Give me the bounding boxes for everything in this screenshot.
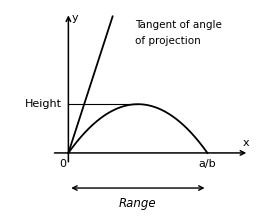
Text: a/b: a/b: [199, 159, 216, 169]
Text: x: x: [243, 138, 250, 148]
Text: of projection: of projection: [135, 36, 201, 46]
Text: Range: Range: [119, 197, 157, 210]
Text: Height: Height: [25, 99, 62, 109]
Text: Tangent of angle: Tangent of angle: [135, 20, 222, 30]
Text: 0: 0: [59, 159, 66, 169]
Text: y: y: [72, 12, 78, 22]
